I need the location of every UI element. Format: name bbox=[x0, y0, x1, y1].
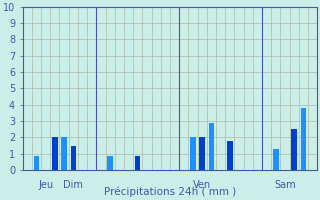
Bar bbox=[34, 156, 39, 170]
Bar bbox=[301, 108, 306, 170]
Bar bbox=[52, 137, 58, 170]
Text: Jeu: Jeu bbox=[38, 180, 53, 190]
Bar bbox=[199, 137, 205, 170]
Text: Dim: Dim bbox=[63, 180, 83, 190]
Bar bbox=[227, 141, 233, 170]
Bar bbox=[209, 123, 214, 170]
Bar bbox=[292, 129, 297, 170]
Bar bbox=[70, 146, 76, 170]
X-axis label: Précipitations 24h ( mm ): Précipitations 24h ( mm ) bbox=[104, 187, 236, 197]
Text: Ven: Ven bbox=[193, 180, 211, 190]
Bar bbox=[107, 156, 113, 170]
Bar bbox=[61, 137, 67, 170]
Bar bbox=[135, 156, 140, 170]
Text: Sam: Sam bbox=[274, 180, 296, 190]
Bar bbox=[190, 137, 196, 170]
Bar bbox=[273, 149, 279, 170]
